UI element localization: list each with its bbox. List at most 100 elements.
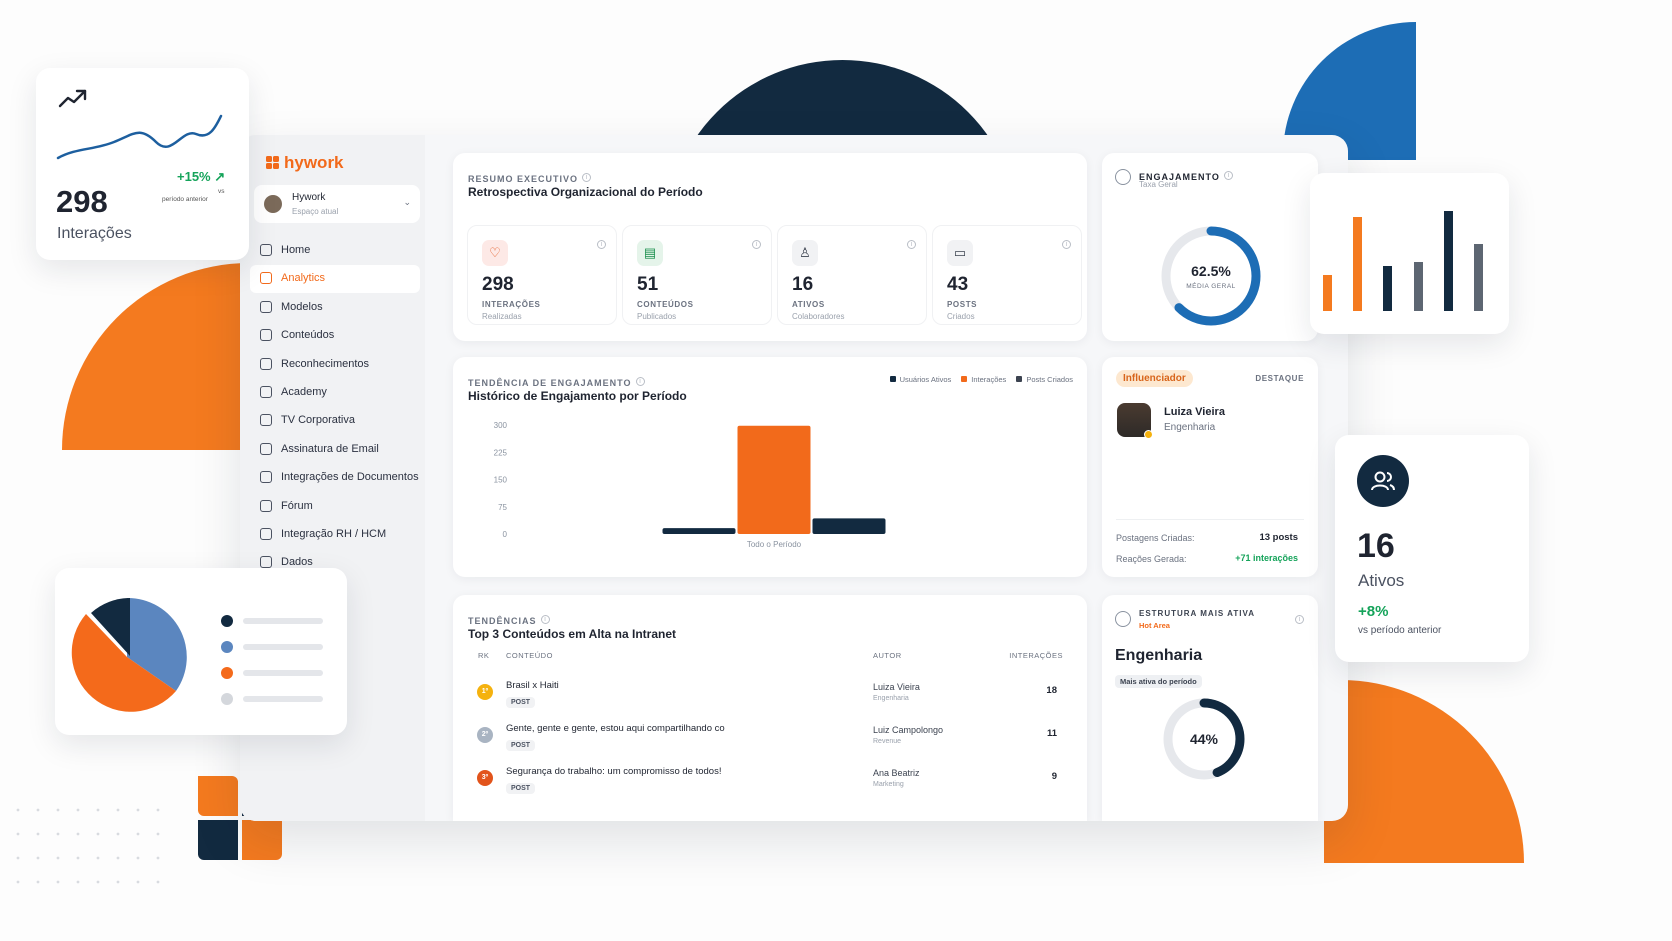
legend-item: Usuários Ativos [889,375,951,384]
float-bars-card [1310,173,1509,334]
content-title: Brasil x Haiti [506,680,559,691]
sidebar-item-analytics[interactable]: Analytics [260,267,325,289]
table-row[interactable]: 1º Brasil x Haiti POST Luiza Vieira Engenhar… [467,678,1073,718]
engagement-donut [1161,226,1261,326]
author-dept: Revenue [873,738,902,745]
sidebar-item-label: Academy [281,386,327,398]
award-icon [260,357,272,370]
y-tick-label: 300 [494,421,508,430]
engagement-arc [1161,226,1261,326]
sidebar-item-home[interactable]: Home [260,239,310,261]
table-row[interactable]: 3º Segurança do trabalho: um compromisso … [467,764,1073,804]
message-icon: ▭ [947,240,973,266]
interactions-label: Interações [57,225,132,242]
sidebar-item-academy[interactable]: Academy [260,381,327,403]
trend-chart: 300 225 150 75 0 Todo o Período [494,421,886,549]
info-icon[interactable]: i [635,377,645,387]
sidebar-item-tv-corporativa[interactable]: TV Corporativa [260,409,355,431]
brand-logo[interactable]: hywork [266,153,344,173]
content-tag: POST [506,740,536,751]
workspace-avatar [264,195,282,213]
chevron-down-icon: ⌄ [403,197,411,207]
stat-sub: Publicados [637,312,677,321]
legend-row [221,608,323,634]
info-icon[interactable]: i [752,240,761,249]
table-row[interactable]: 2º Gente, gente e gente, estou aqui compa… [467,721,1073,761]
sidebar-item-integra-es-de-documentos[interactable]: Integrações de Documentos [260,466,419,488]
info-icon[interactable]: i [1295,615,1304,624]
stat-sub: Realizadas [482,312,522,321]
info-icon[interactable]: i [1223,171,1233,181]
workspace-switcher[interactable]: Hywork Espaço atual ⌄ [254,185,420,223]
avatar-status-dot [1144,430,1153,439]
summary-panel: RESUMO EXECUTIVO i Retrospectiva Organiza… [453,153,1087,341]
float-interactions-card: +15% ↗ vs período anterior 298 Interaçõe… [36,68,249,260]
deco-dots [16,808,160,884]
float-bar [1474,244,1483,311]
interactions-delta-vs: vs [218,188,225,195]
legend-item: Posts Criados [1016,375,1073,384]
ativos-delta: +8% [1358,603,1389,620]
y-tick-label: 75 [498,503,507,512]
stat-sub: Colaboradores [792,312,845,321]
legend-item: Interações [961,375,1006,384]
content-tag: POST [506,783,536,794]
pie-legend [221,608,323,712]
engagement-sub: Taxa Geral [1139,180,1178,189]
summary-kicker: RESUMO EXECUTIVO [468,174,579,184]
sidebar-item-label: Home [281,244,311,256]
stat-value: 43 [947,274,969,295]
info-icon[interactable]: i [540,615,550,625]
float-ativos-card: 16 Ativos +8% vs período anterior [1335,435,1529,662]
bar-usu-rios-ativos[interactable] [662,528,736,534]
app-window: hywork Hywork Espaço atual ⌄ Home Analyti… [240,135,1348,821]
trend-legend: Usuários Ativos Interações Posts Criados [889,375,1073,384]
engagement-icon [1115,169,1131,185]
sidebar-item-label: Conteúdos [281,329,335,342]
structure-panel: ESTRUTURA MAIS ATIVA i Hot Area Engenhar… [1102,595,1318,821]
interactions-count: 9 [1051,771,1057,782]
interactions-value: 298 [56,184,108,219]
stat-value: 16 [792,274,814,295]
info-icon[interactable]: i [597,240,606,249]
structure-name: Engenharia [1115,647,1203,664]
engagement-value-label: MÉDIA GERAL [1186,283,1236,290]
sidebar-item-f-rum[interactable]: Fórum [260,495,313,517]
sidebar-item-dados[interactable]: Dados [260,551,313,573]
rank-badge: 1º [477,684,493,700]
content-title: Segurança do trabalho: um compromisso de… [506,766,722,777]
y-tick-label: 225 [494,448,508,457]
sidebar-item-reconhecimentos[interactable]: Reconhecimentos [260,353,369,375]
divider [1116,519,1304,520]
pie-slice [91,598,130,656]
sidebar-item-conte-dos[interactable]: Conteúdos [260,324,334,346]
interactions-delta: +15% ↗ [177,169,225,185]
document-icon [260,329,272,342]
float-bar [1383,266,1392,311]
sidebar-item-integra-o-rh-hcm[interactable]: Integração RH / HCM [260,523,386,545]
sidebar-item-assinatura-de-email[interactable]: Assinatura de Email [260,438,379,460]
sidebar-item-label: Integrações de Documentos [281,471,419,484]
sidebar-item-label: TV Corporativa [281,414,355,427]
info-icon[interactable]: i [1062,240,1071,249]
legend-row [221,660,323,686]
float-bars [1323,211,1483,311]
float-pie [71,597,187,712]
author-name: Ana Beatriz [873,768,920,778]
stat-card: ♙ i 16 ATIVOS Colaboradores [777,225,927,325]
bar-intera-es[interactable] [737,425,811,534]
engagement-kicker: ENGAJAMENTO [1139,172,1220,182]
legend-label: Posts Criados [1026,375,1073,384]
info-icon[interactable]: i [907,240,916,249]
trend-kicker: TENDÊNCIA DE ENGAJAMENTO [468,378,632,388]
sidebar-item-modelos[interactable]: Modelos [260,296,323,318]
info-icon[interactable]: i [582,173,592,183]
stat-label: POSTS [947,300,978,309]
ativos-delta-sub: vs período anterior [1358,625,1442,636]
y-tick-label: 150 [494,476,508,485]
file-icon: ▤ [637,240,663,266]
sidebar-item-label: Modelos [281,300,323,313]
bar-posts-criados[interactable] [812,518,886,534]
ativos-value: 16 [1357,527,1395,565]
x-category-label: Todo o Período [747,540,802,549]
